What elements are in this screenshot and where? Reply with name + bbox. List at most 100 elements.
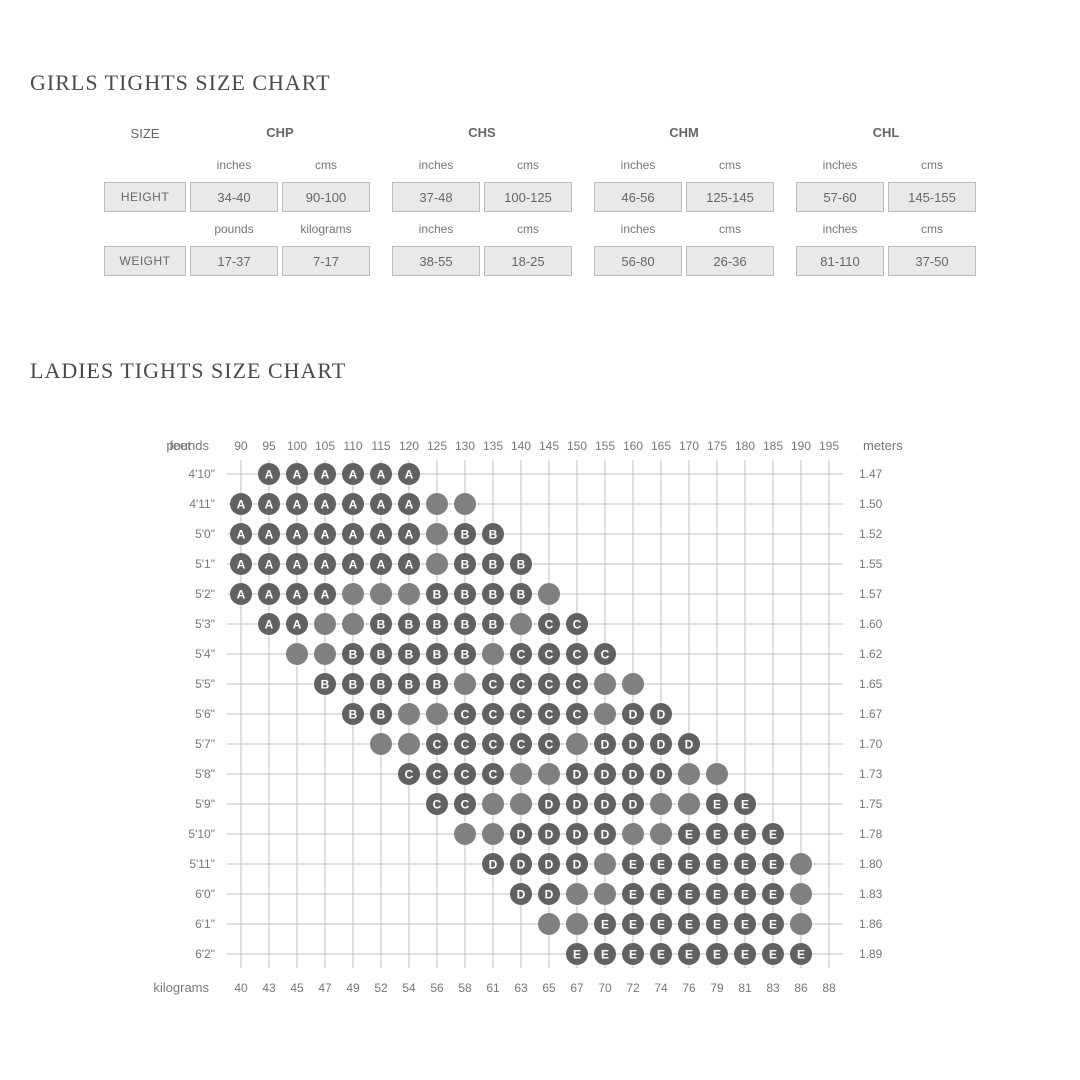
ladies-title: LADIES TIGHTS SIZE CHART (30, 358, 1050, 384)
svg-text:C: C (433, 798, 442, 812)
svg-text:A: A (321, 528, 330, 542)
table-cell: 17-37 (190, 246, 278, 276)
svg-text:D: D (545, 858, 554, 872)
svg-text:76: 76 (682, 981, 696, 995)
svg-text:5'2": 5'2" (195, 587, 215, 601)
svg-text:6'1": 6'1" (195, 917, 215, 931)
svg-text:A: A (405, 528, 414, 542)
girls-table-wrap: SIZECHPCHSCHMCHLinchescmsinchescmsinches… (30, 116, 1050, 278)
svg-text:B: B (461, 618, 470, 632)
svg-text:E: E (741, 888, 749, 902)
svg-text:A: A (321, 588, 330, 602)
svg-text:150: 150 (567, 439, 587, 453)
svg-text:5'1": 5'1" (195, 557, 215, 571)
svg-text:E: E (769, 828, 777, 842)
svg-text:49: 49 (346, 981, 360, 995)
svg-text:1.75: 1.75 (859, 797, 883, 811)
svg-text:E: E (685, 888, 693, 902)
svg-text:E: E (797, 948, 805, 962)
svg-text:C: C (489, 708, 498, 722)
svg-text:E: E (629, 918, 637, 932)
svg-text:6'2": 6'2" (195, 947, 215, 961)
svg-text:B: B (489, 588, 498, 602)
svg-text:86: 86 (794, 981, 808, 995)
svg-text:D: D (629, 768, 638, 782)
svg-text:A: A (293, 558, 302, 572)
svg-text:E: E (713, 798, 721, 812)
svg-text:E: E (601, 918, 609, 932)
table-cell: 37-48 (392, 182, 480, 212)
unit: inches (796, 150, 884, 180)
svg-text:A: A (377, 528, 386, 542)
svg-text:C: C (545, 708, 554, 722)
unit: cms (686, 214, 774, 244)
svg-text:C: C (517, 708, 526, 722)
ladies-chart-wrap: 9095100105110115120125130135140145150155… (30, 414, 1050, 1014)
svg-text:B: B (517, 588, 526, 602)
svg-text:E: E (685, 858, 693, 872)
svg-text:74: 74 (654, 981, 668, 995)
svg-text:A: A (293, 618, 302, 632)
svg-text:A: A (321, 468, 330, 482)
svg-text:A: A (293, 588, 302, 602)
svg-text:C: C (573, 678, 582, 692)
svg-text:160: 160 (623, 439, 643, 453)
svg-text:1.86: 1.86 (859, 917, 883, 931)
svg-text:1.50: 1.50 (859, 497, 883, 511)
svg-text:A: A (265, 528, 274, 542)
svg-text:A: A (265, 468, 274, 482)
svg-text:65: 65 (542, 981, 556, 995)
svg-text:120: 120 (399, 439, 419, 453)
svg-text:E: E (629, 948, 637, 962)
svg-text:E: E (741, 948, 749, 962)
svg-text:B: B (377, 648, 386, 662)
svg-text:130: 130 (455, 439, 475, 453)
svg-text:B: B (349, 648, 358, 662)
svg-text:C: C (573, 648, 582, 662)
table-cell: 56-80 (594, 246, 682, 276)
svg-text:D: D (545, 798, 554, 812)
svg-text:1.65: 1.65 (859, 677, 883, 691)
svg-text:E: E (769, 858, 777, 872)
svg-text:B: B (461, 588, 470, 602)
svg-text:5'8": 5'8" (195, 767, 215, 781)
svg-text:A: A (265, 498, 274, 512)
svg-text:52: 52 (374, 981, 388, 995)
svg-text:70: 70 (598, 981, 612, 995)
svg-text:95: 95 (262, 439, 276, 453)
svg-text:C: C (433, 738, 442, 752)
svg-text:E: E (713, 918, 721, 932)
girls-size-label: SIZE (104, 118, 186, 148)
svg-text:1.60: 1.60 (859, 617, 883, 631)
girls-group-CHL: CHL (796, 118, 976, 148)
svg-text:56: 56 (430, 981, 444, 995)
unit: cms (282, 150, 370, 180)
svg-text:C: C (461, 768, 470, 782)
svg-text:C: C (573, 618, 582, 632)
svg-text:A: A (405, 558, 414, 572)
svg-text:A: A (265, 618, 274, 632)
svg-text:C: C (461, 708, 470, 722)
svg-text:79: 79 (710, 981, 724, 995)
svg-text:A: A (237, 588, 246, 602)
unit: cms (686, 150, 774, 180)
svg-text:1.80: 1.80 (859, 857, 883, 871)
ladies-chart: 9095100105110115120125130135140145150155… (151, 414, 929, 1014)
svg-text:B: B (377, 708, 386, 722)
table-cell: 18-25 (484, 246, 572, 276)
svg-text:D: D (573, 798, 582, 812)
svg-text:D: D (573, 858, 582, 872)
svg-text:D: D (629, 708, 638, 722)
svg-text:B: B (517, 558, 526, 572)
unit: cms (484, 214, 572, 244)
svg-text:195: 195 (819, 439, 839, 453)
svg-text:B: B (433, 618, 442, 632)
svg-text:E: E (713, 858, 721, 872)
svg-text:1.67: 1.67 (859, 707, 883, 721)
svg-text:E: E (573, 948, 581, 962)
svg-text:B: B (489, 618, 498, 632)
unit: cms (888, 214, 976, 244)
girls-row-height: HEIGHT (104, 182, 186, 212)
svg-text:C: C (573, 708, 582, 722)
svg-text:E: E (657, 918, 665, 932)
